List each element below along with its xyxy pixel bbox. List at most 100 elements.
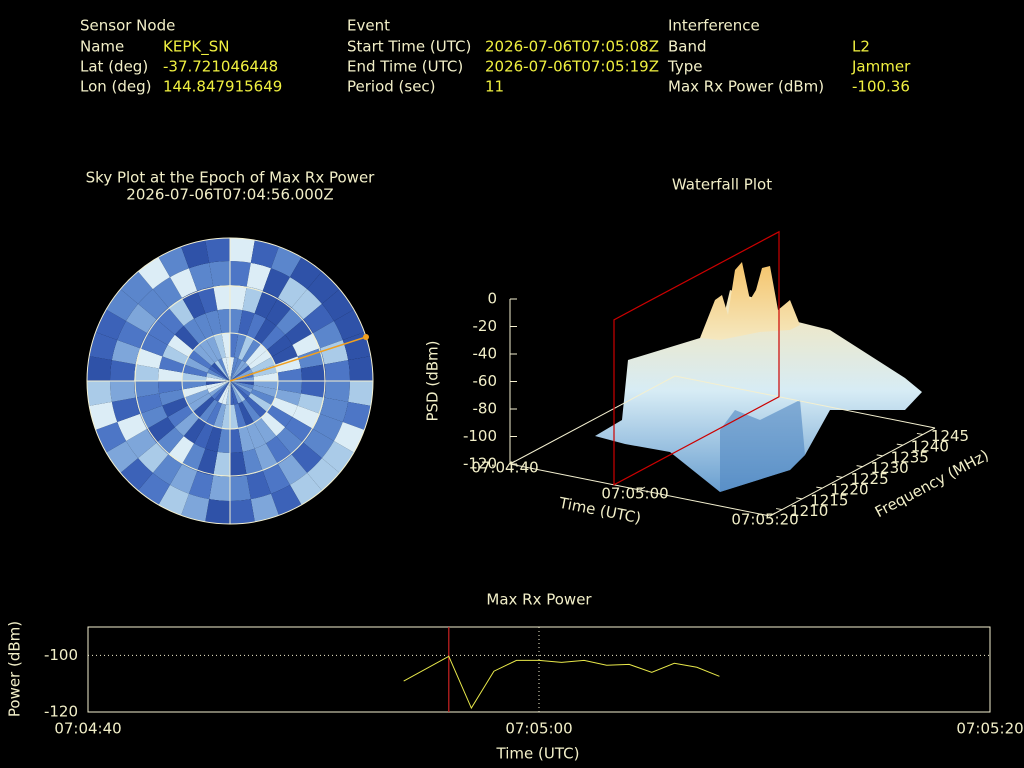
sky-cell xyxy=(230,381,254,386)
sky-cell xyxy=(134,364,160,381)
interference-arrow xyxy=(363,334,369,340)
sky-cell xyxy=(214,381,230,402)
field-value: Jammer xyxy=(851,58,911,76)
z-tick-label: -40 xyxy=(473,345,498,363)
sky-cell xyxy=(291,289,322,320)
sky-cell xyxy=(193,396,215,418)
sky-cell xyxy=(213,403,226,429)
frequency-tick-label: 1245 xyxy=(931,427,969,445)
sky-cell xyxy=(174,325,200,351)
field-value: 2026-07-06T07:05:08Z xyxy=(485,38,659,56)
x-tick-label: 07:05:20 xyxy=(956,720,1023,738)
sky-cell xyxy=(234,403,247,429)
sky-cell xyxy=(230,285,247,311)
sky-cell xyxy=(238,426,255,452)
field-value: 2026-07-06T07:05:19Z xyxy=(485,58,659,76)
sky-cell xyxy=(230,451,247,477)
sky-cell xyxy=(271,246,302,278)
z-tick-label: -20 xyxy=(473,317,498,335)
sky-cell xyxy=(182,381,207,390)
frequency-tick xyxy=(876,454,883,457)
sky-cell xyxy=(182,372,207,381)
field-label: Type xyxy=(667,58,702,76)
sky-cell xyxy=(307,271,340,304)
sky-cell xyxy=(230,381,253,393)
base-edge xyxy=(674,375,936,429)
z-tick-label: -80 xyxy=(473,400,498,418)
sky-cell xyxy=(159,389,185,406)
frequency-tick xyxy=(896,443,903,446)
sky-cell xyxy=(292,405,321,429)
sky-cell xyxy=(230,381,242,404)
sky-cell xyxy=(120,458,153,491)
sky-cell xyxy=(348,381,373,406)
time-tick-label: 07:05:00 xyxy=(601,485,668,503)
surface-front xyxy=(720,400,805,492)
frequency-tick-label: 1215 xyxy=(810,491,848,509)
sky-cell xyxy=(120,271,153,304)
frequency-tick-label: 1240 xyxy=(911,438,949,456)
sky-cell xyxy=(230,333,239,358)
sky-cell xyxy=(230,360,246,381)
sky-cell xyxy=(213,451,230,477)
frequency-axis xyxy=(769,427,936,517)
sky-cell xyxy=(135,348,163,369)
sky-cell xyxy=(170,268,198,298)
sky-cell xyxy=(139,405,168,429)
sky-cell xyxy=(138,289,169,320)
sky-cell xyxy=(110,360,136,381)
sky-cell xyxy=(158,381,183,394)
frequency-tick xyxy=(836,475,843,478)
sky-cell xyxy=(253,381,278,390)
sky-cell xyxy=(206,381,230,386)
sky-cell xyxy=(214,360,230,381)
sky-cell xyxy=(221,333,230,358)
y-tick-label: -120 xyxy=(44,703,78,721)
sky-cell xyxy=(254,318,277,345)
sky-cell xyxy=(324,360,350,381)
sky-cell xyxy=(230,499,255,524)
sky-cell xyxy=(285,319,314,345)
sky-cell xyxy=(111,339,140,365)
sky-cell xyxy=(260,325,286,351)
frequency-tick-label: 1235 xyxy=(891,448,929,466)
sky-cell xyxy=(206,401,222,427)
surface xyxy=(595,290,922,492)
field-label: Lat (deg) xyxy=(80,58,148,76)
sky-cell xyxy=(183,318,206,345)
sky-cell xyxy=(174,411,200,437)
sky-cell xyxy=(221,381,230,405)
sky-cell xyxy=(320,339,349,365)
sky-cell xyxy=(230,261,251,287)
sky-cell xyxy=(225,357,230,381)
sky-cell xyxy=(230,404,239,429)
sky-cell xyxy=(152,277,182,308)
sky-cell xyxy=(188,393,212,412)
sky-cell xyxy=(193,344,215,366)
sky-cell xyxy=(95,422,127,453)
sky-cell xyxy=(266,334,293,357)
sky-cell xyxy=(230,381,251,397)
sky-cell xyxy=(254,417,277,444)
sky-cell xyxy=(205,310,222,336)
sky-cell xyxy=(230,381,254,390)
sky-cell xyxy=(230,381,249,400)
sky-cell xyxy=(230,475,251,501)
sky-cell xyxy=(238,335,254,361)
sky-cell xyxy=(246,471,272,500)
sky-cell xyxy=(320,397,349,423)
sky-cell xyxy=(291,442,322,473)
sky-cell xyxy=(207,381,230,393)
sky-cell xyxy=(184,357,210,373)
sky-cell xyxy=(117,321,147,349)
chart-title: Sky Plot at the Epoch of Max Rx Power xyxy=(86,169,376,187)
sky-cell xyxy=(230,365,251,381)
sky-cell xyxy=(205,426,222,452)
sky-cell xyxy=(271,397,298,417)
sky-cell xyxy=(182,290,206,319)
sky-cell xyxy=(135,393,163,414)
sky-cell xyxy=(221,404,230,429)
sky-cell xyxy=(333,422,365,453)
sky-cell xyxy=(230,358,242,381)
